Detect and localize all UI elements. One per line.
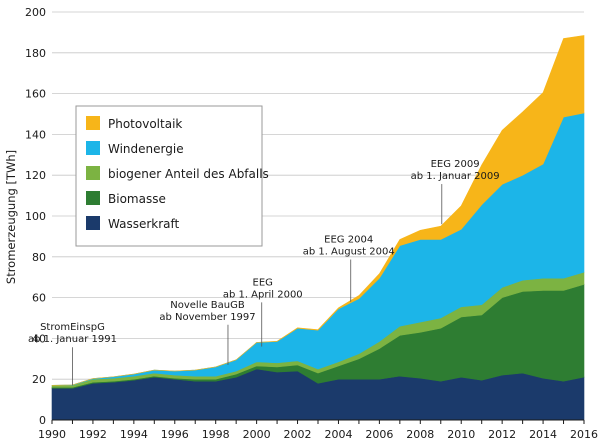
annotation-text: ab 1. Januar 1991	[28, 334, 117, 345]
x-tick-label: 1992	[79, 428, 107, 441]
x-tick-label: 2012	[488, 428, 516, 441]
legend-swatch	[86, 216, 100, 230]
x-tick-label: 1990	[38, 428, 66, 441]
annotation-text: EEG 2004	[324, 235, 373, 246]
annotation-text: ab 1. Januar 2009	[411, 171, 500, 182]
x-tick-label: 2000	[243, 428, 271, 441]
legend-swatch	[86, 166, 100, 180]
legend: Photovoltaik Windenergie biogener Anteil d…	[75, 105, 269, 247]
x-tick-label: 2016	[570, 428, 598, 441]
annotation-text: Novelle BauGB	[170, 300, 245, 311]
legend-label: Windenergie	[108, 142, 184, 156]
x-tick-label: 2010	[447, 428, 475, 441]
x-tick-label: 1994	[120, 428, 148, 441]
legend-item: Windenergie	[86, 141, 184, 156]
annotation-text: ab 1. August 2004	[303, 247, 395, 258]
legend-swatch	[86, 116, 100, 130]
x-tick-label: 1996	[161, 428, 189, 441]
legend-item: Photovoltaik	[86, 116, 182, 131]
y-tick-label: 80	[32, 251, 46, 264]
x-tick-label: 2008	[406, 428, 434, 441]
legend-item: Biomasse	[86, 191, 166, 206]
legend-label: biogener Anteil des Abfalls	[108, 167, 269, 181]
annotation-text: ab 1. April 2000	[223, 289, 303, 300]
legend-label: Biomasse	[108, 192, 166, 206]
legend-label: Wasserkraft	[108, 217, 180, 231]
x-tick-label: 2014	[529, 428, 557, 441]
y-tick-label: 40	[32, 332, 46, 345]
legend-swatch	[86, 141, 100, 155]
annotation-text: EEG	[253, 277, 273, 288]
legend-swatch	[86, 191, 100, 205]
series-area-4	[51, 35, 585, 386]
y-tick-label: 120	[25, 169, 46, 182]
legend-box	[75, 105, 263, 247]
x-tick-label: 2006	[365, 428, 393, 441]
x-tick-label: 2004	[324, 428, 352, 441]
annotation-text: EEG 2009	[431, 159, 480, 170]
y-tick-label: 0	[39, 414, 46, 427]
legend-item: Wasserkraft	[86, 216, 180, 231]
y-tick-label: 60	[32, 292, 46, 305]
y-tick-label: 200	[25, 6, 46, 19]
y-tick-label: 20	[32, 373, 46, 386]
annotation-text: StromEinspG	[40, 322, 105, 333]
legend-item: biogener Anteil des Abfalls	[86, 166, 269, 181]
y-tick-label: 140	[25, 128, 46, 141]
axes: 0 20 40 60 80 100 120 140 160 180 200 1990 1992 1994 1…	[25, 6, 598, 441]
legend-label: Photovoltaik	[108, 117, 182, 131]
y-tick-label: 160	[25, 88, 46, 101]
y-axis-label: Stromerzeugung [TWh]	[4, 150, 18, 284]
y-tick-label: 180	[25, 47, 46, 60]
annotation-text: ab November 1997	[159, 312, 255, 323]
x-tick-label: 1998	[202, 428, 230, 441]
x-tick-label: 2002	[284, 428, 312, 441]
y-tick-label: 100	[25, 210, 46, 223]
